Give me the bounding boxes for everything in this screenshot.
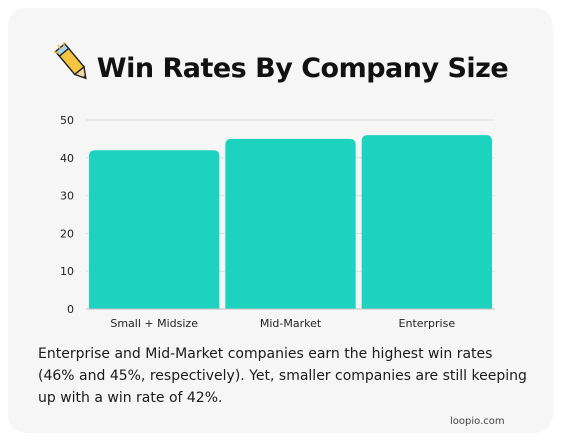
x-tick-label: Enterprise <box>399 317 456 330</box>
chart-caption: Enterprise and Mid-Market companies earn… <box>38 346 527 406</box>
x-tick-label: Mid-Market <box>260 317 322 330</box>
y-tick-label: 50 <box>60 114 74 127</box>
y-tick-label: 10 <box>60 265 74 278</box>
brand-url: loopio.com <box>450 416 505 427</box>
pencil-icon <box>53 42 87 80</box>
y-tick-label: 0 <box>67 303 74 316</box>
bar-mid-market <box>225 138 356 309</box>
bar-chart: 0 10 20 30 40 50 Small + Midsize Mid-Market Ente… <box>60 114 495 330</box>
title-row: Win Rates By Company Size <box>0 42 561 92</box>
chart-title: Win Rates By Company Size <box>96 52 509 84</box>
y-tick-label: 30 <box>60 190 74 203</box>
bar-small-midsize <box>89 150 220 309</box>
y-tick-label: 40 <box>60 152 74 165</box>
bar-enterprise <box>361 135 492 309</box>
x-tick-label: Small + Midsize <box>110 317 198 330</box>
y-tick-label: 20 <box>60 227 74 240</box>
